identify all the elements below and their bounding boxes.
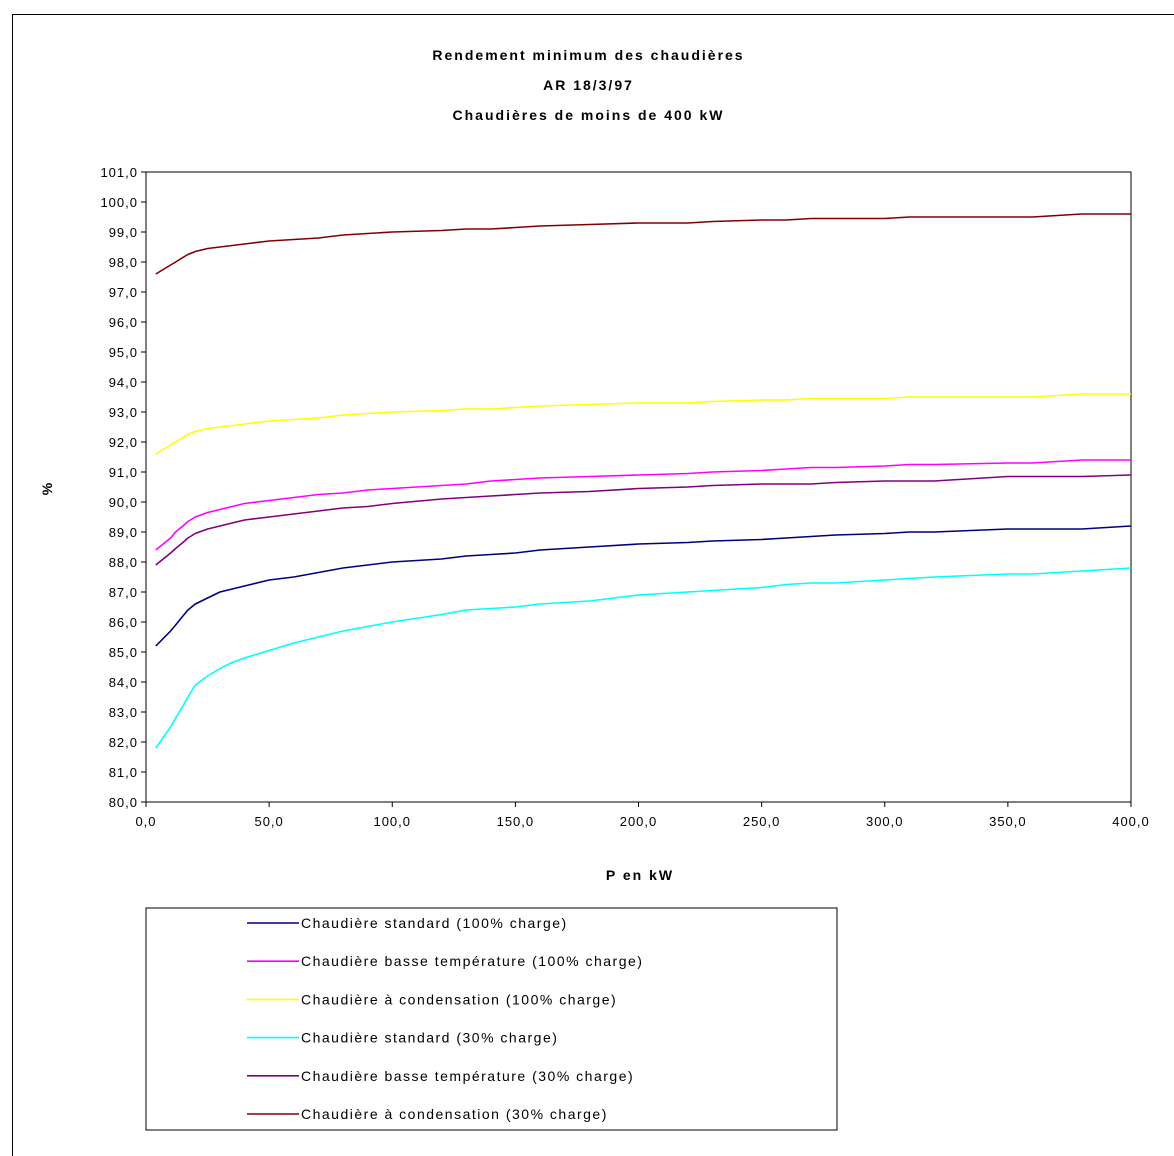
legend-label-2: Chaudière basse température (100% charge… — [301, 953, 643, 969]
x-tick-label: 350,0 — [989, 814, 1027, 829]
chart-frame — [12, 14, 1174, 1156]
y-tick-label: 101,0 — [100, 165, 138, 180]
y-tick-label: 82,0 — [109, 735, 138, 750]
x-tick-label: 300,0 — [866, 814, 904, 829]
series-line-2 — [155, 459, 1131, 551]
y-tick-label: 86,0 — [109, 615, 138, 630]
plot-area — [145, 171, 1132, 803]
y-tick-label: 91,0 — [109, 465, 138, 480]
y-tick-label: 96,0 — [109, 315, 138, 330]
x-tick-label: 250,0 — [743, 814, 781, 829]
series-line-4 — [155, 567, 1132, 749]
legend-box — [145, 907, 838, 1131]
series-line-6 — [155, 213, 1131, 275]
y-tick-label: 92,0 — [109, 435, 138, 450]
x-tick-label: 400,0 — [1112, 814, 1150, 829]
y-tick-label: 85,0 — [109, 645, 138, 660]
y-tick-label: 80,0 — [109, 795, 138, 810]
y-tick-label: 99,0 — [109, 225, 138, 240]
y-tick-label: 95,0 — [109, 345, 138, 360]
chart-title-line-1: Rendement minimum des chaudières — [432, 47, 744, 63]
series-line-5 — [155, 474, 1132, 566]
y-axis-label: % — [39, 481, 55, 495]
y-tick-label: 97,0 — [109, 285, 138, 300]
x-tick-label: 100,0 — [373, 814, 411, 829]
y-tick-label: 81,0 — [109, 765, 138, 780]
series-line-1 — [155, 525, 1132, 647]
chart-title-line-2: AR 18/3/97 — [543, 77, 634, 93]
y-tick-label: 100,0 — [100, 195, 138, 210]
y-tick-label: 88,0 — [109, 555, 138, 570]
y-tick-label: 89,0 — [109, 525, 138, 540]
series-line-3 — [155, 393, 1131, 455]
x-axis-label: P en kW — [606, 867, 674, 883]
x-tick-label: 200,0 — [620, 814, 658, 829]
legend-label-4: Chaudière standard (30% charge) — [301, 1030, 558, 1046]
legend-label-6: Chaudière à condensation (30% charge) — [301, 1106, 608, 1122]
chart-title-line-3: Chaudières de moins de 400 kW — [453, 107, 725, 123]
x-tick-label: 50,0 — [254, 814, 283, 829]
y-tick-label: 87,0 — [109, 585, 138, 600]
y-tick-label: 98,0 — [109, 255, 138, 270]
legend-label-5: Chaudière basse température (30% charge) — [301, 1068, 634, 1084]
y-tick-label: 83,0 — [109, 705, 138, 720]
y-tick-label: 90,0 — [109, 495, 138, 510]
y-tick-label: 94,0 — [109, 375, 138, 390]
y-tick-label: 84,0 — [109, 675, 138, 690]
x-tick-label: 0,0 — [135, 814, 156, 829]
legend-label-3: Chaudière à condensation (100% charge) — [301, 991, 617, 1007]
legend-label-1: Chaudière standard (100% charge) — [301, 915, 568, 931]
y-tick-label: 93,0 — [109, 405, 138, 420]
x-tick-label: 150,0 — [497, 814, 535, 829]
